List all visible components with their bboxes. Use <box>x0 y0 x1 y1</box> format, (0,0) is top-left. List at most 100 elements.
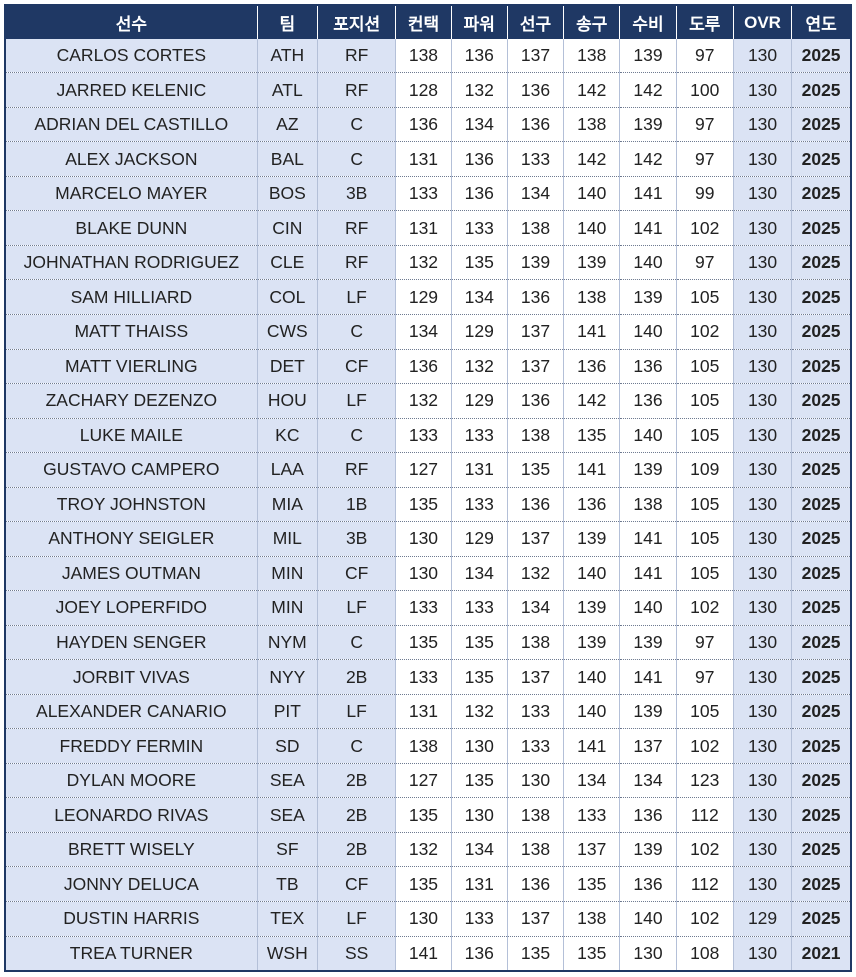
table-cell: 137 <box>506 521 564 557</box>
table-cell: LUKE MAILE <box>6 418 258 454</box>
table-cell: 2025 <box>791 383 850 419</box>
table-cell: 135 <box>450 763 508 799</box>
table-cell: RF <box>316 39 396 74</box>
table-cell: 140 <box>619 901 677 937</box>
table-cell: 105 <box>675 418 734 454</box>
table-cell: 130 <box>732 866 792 902</box>
player-row: TREA TURNER WSH SS 141 136 135 135 130 108 130 202… <box>6 936 850 970</box>
table-cell: 2025 <box>791 659 850 695</box>
table-cell: 2025 <box>791 521 850 557</box>
table-cell: 2B <box>316 797 396 833</box>
table-cell: 2025 <box>791 797 850 833</box>
table-cell: 130 <box>732 39 792 74</box>
player-row: ZACHARY DEZENZO HOU LF 132 129 136 142 136 105 13… <box>6 383 850 419</box>
table-cell: JOEY LOPERFIDO <box>6 590 258 626</box>
table-cell: 138 <box>563 39 620 74</box>
table-cell: 136 <box>619 383 677 419</box>
table-cell: 137 <box>506 314 564 350</box>
table-cell: 129 <box>450 521 508 557</box>
table-cell: 130 <box>732 72 792 108</box>
table-cell: 136 <box>450 936 508 970</box>
table-cell: HOU <box>256 383 318 419</box>
table-cell: 134 <box>563 763 620 799</box>
table-cell: 140 <box>619 418 677 454</box>
table-cell: 97 <box>675 625 734 661</box>
table-cell: TB <box>256 866 318 902</box>
table-cell: 133 <box>450 901 508 937</box>
table-cell: 2025 <box>791 210 850 246</box>
table-cell: DYLAN MOORE <box>6 763 258 799</box>
table-cell: 136 <box>619 866 677 902</box>
player-row: ALEX JACKSON BAL C 131 136 133 142 142 97 130 2025 <box>6 141 850 177</box>
table-cell: 129 <box>450 314 508 350</box>
table-cell: 130 <box>732 314 792 350</box>
table-cell: TREA TURNER <box>6 936 258 970</box>
table-cell: BRETT WISELY <box>6 832 258 868</box>
column-header: 연도 <box>791 6 850 39</box>
table-cell: 130 <box>395 901 452 937</box>
table-cell: 2025 <box>791 487 850 523</box>
table-cell: 141 <box>563 452 620 488</box>
table-cell: 134 <box>450 107 508 143</box>
player-row: DUSTIN HARRIS TEX LF 130 133 137 138 140 102 129 2… <box>6 901 850 937</box>
table-cell: 137 <box>506 901 564 937</box>
table-cell: 130 <box>732 797 792 833</box>
table-cell: 141 <box>619 556 677 592</box>
table-cell: 140 <box>563 176 620 212</box>
table-cell: 2025 <box>791 763 850 799</box>
table-cell: 136 <box>563 349 620 385</box>
player-row: SAM HILLIARD COL LF 129 134 136 138 139 105 130 20… <box>6 279 850 315</box>
table-cell: 133 <box>395 590 452 626</box>
table-cell: 141 <box>563 314 620 350</box>
player-row: ADRIAN DEL CASTILLO AZ C 136 134 136 138 139 97 1… <box>6 107 850 143</box>
table-cell: 2025 <box>791 349 850 385</box>
table-cell: ATL <box>256 72 318 108</box>
table-cell: 131 <box>450 866 508 902</box>
table-cell: SEA <box>256 797 318 833</box>
table-cell: 136 <box>450 176 508 212</box>
table-cell: 130 <box>732 279 792 315</box>
table-cell: 2025 <box>791 590 850 626</box>
table-cell: 136 <box>563 487 620 523</box>
table-cell: GUSTAVO CAMPERO <box>6 452 258 488</box>
table-cell: 112 <box>675 797 734 833</box>
table-cell: 137 <box>506 39 564 74</box>
table-cell: 139 <box>563 521 620 557</box>
table-cell: 138 <box>506 210 564 246</box>
player-row: MATT THAISS CWS C 134 129 137 141 140 102 130 2025 <box>6 314 850 350</box>
table-cell: 2021 <box>791 936 850 970</box>
table-cell: CF <box>316 349 396 385</box>
table-cell: AZ <box>256 107 318 143</box>
table-cell: 2025 <box>791 176 850 212</box>
table-cell: 130 <box>732 383 792 419</box>
table-cell: 127 <box>395 763 452 799</box>
table-cell: RF <box>316 72 396 108</box>
table-cell: 136 <box>506 866 564 902</box>
table-cell: 133 <box>506 728 564 764</box>
table-cell: LF <box>316 279 396 315</box>
player-row: ANTHONY SEIGLER MIL 3B 130 129 137 139 141 105 13… <box>6 521 850 557</box>
table-cell: 99 <box>675 176 734 212</box>
player-row: LEONARDO RIVAS SEA 2B 135 130 138 133 136 112 130… <box>6 797 850 833</box>
table-cell: 2025 <box>791 556 850 592</box>
table-cell: 134 <box>450 279 508 315</box>
table-cell: 131 <box>395 141 452 177</box>
table-cell: CF <box>316 556 396 592</box>
table-cell: COL <box>256 279 318 315</box>
table-cell: 132 <box>395 383 452 419</box>
table-cell: BOS <box>256 176 318 212</box>
table-cell: 138 <box>395 728 452 764</box>
table-cell: FREDDY FERMIN <box>6 728 258 764</box>
table-cell: SD <box>256 728 318 764</box>
table-cell: 136 <box>506 487 564 523</box>
table-cell: RF <box>316 452 396 488</box>
table-cell: PIT <box>256 694 318 730</box>
table-cell: 134 <box>619 763 677 799</box>
table-cell: CIN <box>256 210 318 246</box>
column-header: 컨택 <box>395 6 452 39</box>
table-cell: 102 <box>675 832 734 868</box>
table-cell: C <box>316 418 396 454</box>
table-cell: 142 <box>563 72 620 108</box>
table-cell: 142 <box>563 141 620 177</box>
table-cell: 130 <box>732 590 792 626</box>
